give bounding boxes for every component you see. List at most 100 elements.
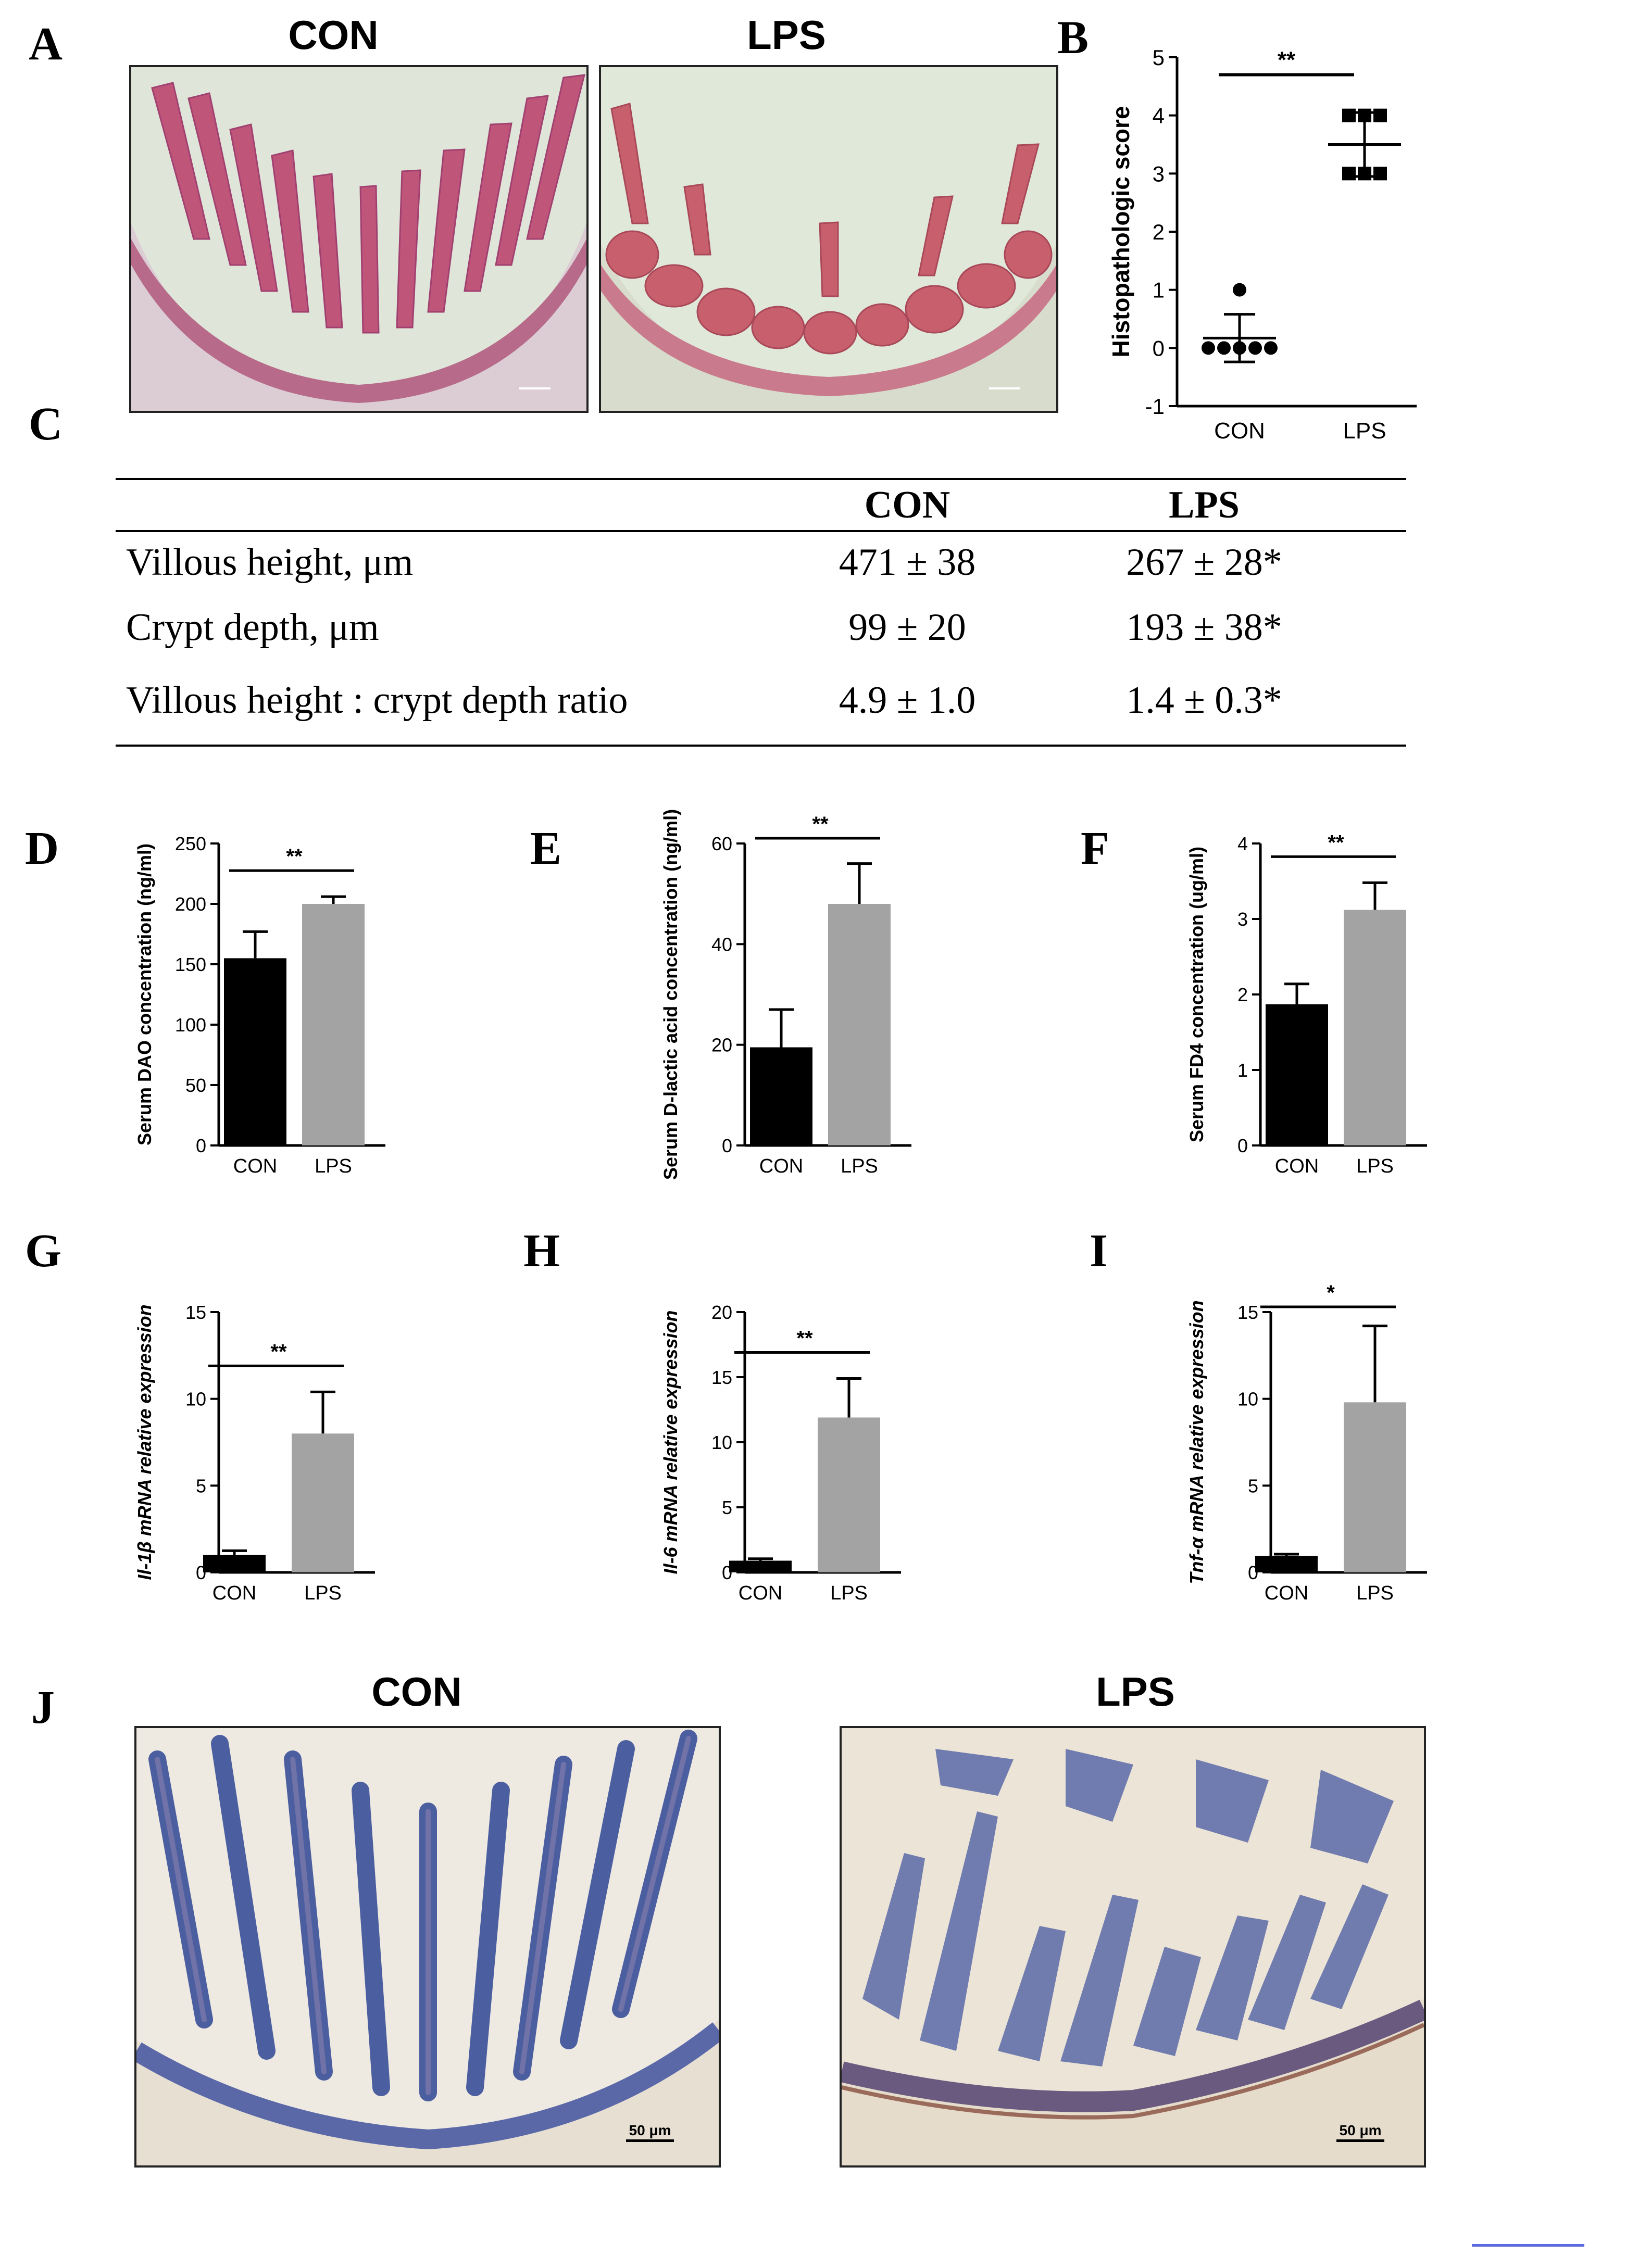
he-con-tissue [131, 74, 586, 411]
bar [818, 1417, 880, 1572]
y-tick-label: 5 [1153, 45, 1165, 70]
table-cell-con: 4.9 ± 1.0 [839, 679, 976, 722]
chart-i: 0 5 10 15 CON LPS * Tnf-α mRNA relative express… [1182, 1239, 1474, 1614]
table-header-con: CON [864, 484, 950, 526]
chart-f: 0 1 2 3 4 CON LPS ** Serum FD4 concentration (ug… [1182, 812, 1474, 1218]
chart-b-svg: -1 0 1 2 3 4 5 CON LPS ** Histopathologic score [1107, 45, 1417, 444]
panel-a-con-title: CON [288, 12, 379, 58]
y-axis-label: Serum FD4 concentration (ug/ml) [1186, 847, 1207, 1142]
table-header-lps: LPS [1169, 484, 1240, 526]
significance-label: ** [270, 1340, 287, 1363]
chart-e-svg: 0 20 40 60 CON LPS ** Serum D-lactic acid conce… [660, 809, 911, 1180]
y-tick-label: 5 [1248, 1475, 1258, 1496]
panel-letter-e: E [530, 823, 562, 874]
y-tick-label: 4 [1237, 833, 1248, 854]
y-tick-label: 20 [711, 1035, 732, 1056]
x-tick-label: LPS [315, 1155, 352, 1177]
panel-j-con-micrograph: 50 μm [134, 1726, 721, 2168]
y-tick-label: 40 [711, 934, 732, 955]
panel-letter-h: H [523, 1225, 560, 1277]
x-tick-label: CON [233, 1155, 277, 1177]
panel-a-con-micrograph [129, 65, 589, 413]
bar [1255, 1556, 1318, 1572]
ihc-lps-tissue: 50 μm [842, 1749, 1424, 2165]
panel-letter-g: G [25, 1225, 62, 1277]
y-tick-label: 250 [175, 833, 206, 854]
y-tick-label: 0 [1153, 336, 1165, 360]
data-point [1202, 341, 1215, 355]
data-point [1217, 341, 1231, 355]
x-tick-label: CON [212, 1582, 256, 1604]
chart-g: 0 5 10 15 CON LPS ** Il-1β mRNA relative expres… [130, 1239, 422, 1614]
bar [302, 904, 365, 1145]
bar [1344, 1402, 1406, 1572]
y-tick-label: 10 [711, 1432, 732, 1453]
data-point [1233, 283, 1246, 297]
y-tick-label: 10 [1237, 1389, 1258, 1410]
y-tick-label: 3 [1153, 161, 1165, 186]
panel-a-lps-title: LPS [747, 12, 826, 58]
bar [203, 1555, 266, 1572]
panel-j-lps-title: LPS [1096, 1669, 1175, 1715]
bar [224, 958, 286, 1145]
table-cell-lps: 1.4 ± 0.3* [1126, 679, 1282, 722]
y-tick-label: 20 [711, 1302, 732, 1323]
chart-h: 0 5 10 15 20 CON LPS ** Il-6 mRNA relative expre… [656, 1239, 948, 1614]
table-row-label: Villous height, μm [126, 541, 414, 584]
table-top-rule [116, 478, 1406, 480]
x-tick-label: LPS [1356, 1582, 1394, 1604]
he-lps-tissue [601, 103, 1056, 411]
y-tick-label: 2 [1153, 220, 1165, 244]
y-tick-label: 15 [1237, 1302, 1258, 1323]
table-row-label: Villous height : crypt depth ratio [126, 679, 628, 722]
bar [292, 1433, 354, 1572]
y-tick-label: 50 [185, 1075, 206, 1096]
footer-link-underline [1472, 2244, 1584, 2247]
panel-j-lps-scale-label: 50 μm [1340, 2122, 1382, 2138]
x-tick-label: CON [1265, 1582, 1308, 1604]
x-tick-label: CON [1214, 418, 1265, 444]
x-tick-label: CON [759, 1155, 803, 1177]
panel-letter-a: A [29, 18, 62, 70]
panel-letter-c: C [29, 398, 62, 450]
y-axis-label: Histopathologic score [1107, 106, 1134, 357]
panel-j-lps-micrograph: 50 μm [840, 1726, 1426, 2168]
y-tick-label: 100 [175, 1014, 206, 1036]
table-cell-lps: 267 ± 28* [1126, 541, 1282, 584]
panel-letter-i: I [1090, 1225, 1108, 1277]
bar [828, 904, 891, 1145]
table-cell-con: 471 ± 38 [839, 541, 976, 584]
data-point [1264, 341, 1278, 355]
x-tick-label: CON [1275, 1155, 1319, 1177]
panel-letter-d: D [25, 823, 59, 874]
y-tick-label: -1 [1145, 394, 1165, 419]
bar [1344, 910, 1406, 1145]
y-tick-label: 15 [185, 1302, 206, 1323]
x-tick-label: CON [739, 1582, 782, 1604]
significance-label: ** [286, 845, 303, 868]
table-cell-lps: 193 ± 38* [1126, 606, 1282, 649]
panel-letter-f: F [1081, 823, 1109, 874]
y-tick-label: 1 [1237, 1060, 1248, 1081]
data-point [1248, 341, 1262, 355]
table-row-label: Crypt depth, μm [126, 606, 379, 649]
significance-label: ** [1278, 47, 1296, 73]
data-point [1373, 167, 1387, 181]
x-tick-label: LPS [1343, 418, 1386, 444]
table-cell-con: 99 ± 20 [848, 606, 966, 649]
x-tick-label: LPS [1356, 1155, 1394, 1177]
bar [729, 1560, 792, 1572]
ihc-con-tissue: 50 μm [136, 1730, 719, 2165]
bar [1266, 1004, 1328, 1145]
significance-label: ** [1328, 831, 1344, 854]
y-tick-label: 0 [722, 1135, 732, 1156]
chart-d-svg: 0 50 100 150 200 250 CON LPS ** Serum DAO concent… [134, 833, 385, 1177]
panel-letter-j: J [31, 1682, 55, 1733]
y-axis-label: Tnf-α mRNA relative expression [1186, 1300, 1207, 1584]
chart-b: -1 0 1 2 3 4 5 CON LPS ** Histopathologic score [1104, 31, 1427, 458]
data-point [1342, 167, 1356, 181]
y-axis-label: Serum DAO concentration (ng/ml) [134, 843, 155, 1145]
